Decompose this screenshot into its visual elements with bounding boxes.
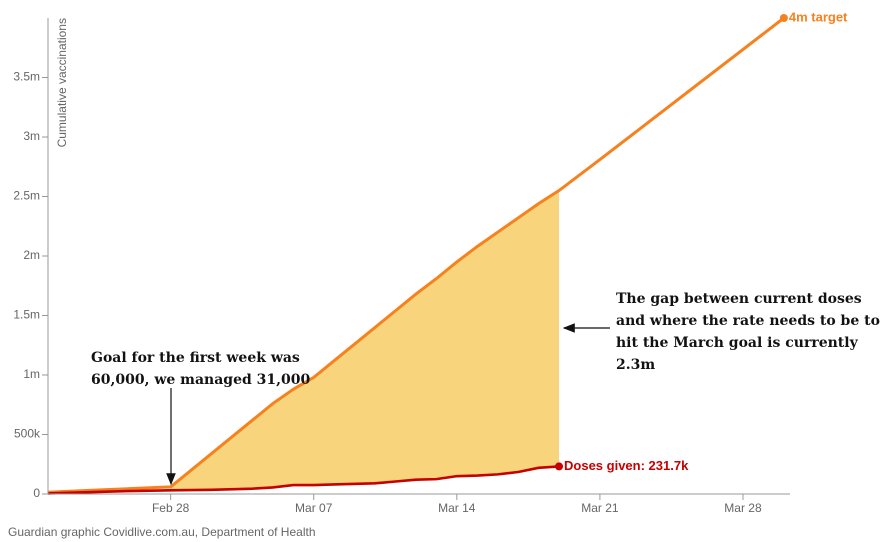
y-tick-label: 1m xyxy=(23,367,40,381)
series-line xyxy=(47,465,560,495)
x-tick-label: Mar 14 xyxy=(438,501,476,515)
series-line xyxy=(47,16,785,494)
x-tick-label: Mar 07 xyxy=(295,501,333,515)
y-tick-label: 3m xyxy=(23,129,40,143)
end-dot xyxy=(555,462,564,471)
y-tick-label: 3.5m xyxy=(13,70,40,84)
series-label: 4m target xyxy=(789,9,848,24)
annotation-text: Goal for the first week was xyxy=(91,350,300,366)
end-dot xyxy=(779,14,788,22)
x-tick-label: Feb 28 xyxy=(152,501,190,515)
series-label: Doses given: 231.7k xyxy=(564,458,689,473)
gap-area xyxy=(170,190,560,491)
y-tick-label: 0 xyxy=(33,486,40,500)
annotation-text: and where the rate needs to be to xyxy=(616,313,880,329)
y-tick-label: 2.5m xyxy=(13,189,40,203)
annotation-text: The gap between current doses xyxy=(616,291,862,307)
y-tick-label: 1.5m xyxy=(13,308,40,322)
annotation-text: 2.3m xyxy=(616,357,655,373)
source: Guardian graphic Covidlive.com.au, Depar… xyxy=(8,525,316,539)
annotation-text: hit the March goal is currently xyxy=(616,335,859,351)
y-tick-label: 500k xyxy=(14,427,41,441)
y-axis-label: Cumulative vaccinations xyxy=(55,18,69,147)
x-tick-label: Mar 21 xyxy=(581,501,619,515)
y-tick-label: 2m xyxy=(23,248,40,262)
annotation-text: 60,000, we managed 31,000 xyxy=(91,372,310,388)
x-tick-label: Mar 28 xyxy=(724,501,762,515)
